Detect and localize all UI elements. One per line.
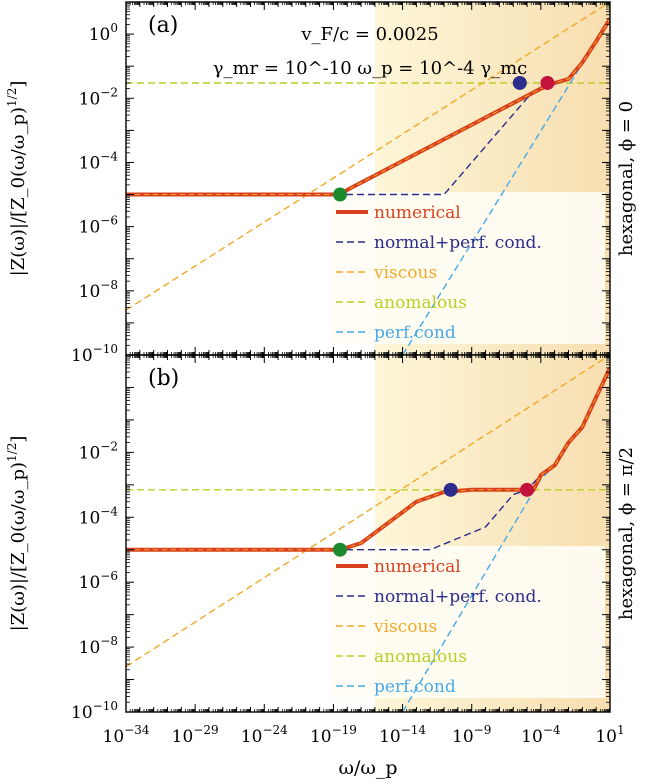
marker-point xyxy=(443,482,458,497)
side-label: hexagonal, ϕ = π/2 xyxy=(616,447,637,620)
x-axis-label: ω/ω_p xyxy=(338,757,397,779)
y-tick-label: 10−10 xyxy=(71,699,118,723)
y-tick-label: 10−6 xyxy=(79,214,118,238)
panel-label: (b) xyxy=(148,366,179,391)
legend-box xyxy=(330,546,605,698)
y-tick-label: 10−2 xyxy=(79,439,118,463)
series-line-viscous xyxy=(126,2,610,311)
panel-b: 10−10 10−8 10−6 10−4 10−2 10−34 10−29 10−24 10−1… xyxy=(5,354,637,779)
y-axis-label: |Z(ω)|/[Z_0(ω/ω_p)1/2] xyxy=(5,436,29,632)
y-tick-label: 10−4 xyxy=(79,149,119,173)
y-tick-label: 10−6 xyxy=(79,569,118,593)
legend-label: numerical xyxy=(374,557,461,577)
legend-label: anomalous xyxy=(374,647,467,667)
x-tick-label: 10−29 xyxy=(172,723,219,747)
annotation: v_F/c = 0.0025 xyxy=(300,24,438,45)
x-tick-label: 101 xyxy=(595,723,624,747)
x-tick-label: 10−14 xyxy=(379,723,426,747)
legend-label: numerical xyxy=(374,203,461,223)
legend-label: normal+perf. cond. xyxy=(374,587,542,607)
series-overlay xyxy=(126,18,610,195)
marker-point xyxy=(540,75,555,90)
legend-label: perf.cond xyxy=(374,323,456,343)
x-tick-label: 10−24 xyxy=(241,723,288,747)
y-tick-label: 100 xyxy=(89,21,118,45)
marker-point xyxy=(333,187,348,202)
plot-area xyxy=(126,2,610,355)
x-tick-label: 10−9 xyxy=(452,723,491,747)
x-tick-label: 10−19 xyxy=(310,723,357,747)
y-tick-label: 10−8 xyxy=(79,634,118,658)
annotation: γ_mr = 10^-10 ω_p = 10^-4 γ_mc xyxy=(213,58,528,79)
plot-area xyxy=(126,355,610,712)
legend-label: perf.cond xyxy=(374,677,456,697)
x-tick-label: 10−34 xyxy=(103,723,150,747)
series-line-viscous xyxy=(126,355,610,668)
panel-a: 10−10 10−8 10−6 10−4 10−2 100 (a) hexagonal, ϕ … xyxy=(5,1,637,366)
y-tick-label: 10−2 xyxy=(79,85,118,109)
x-tick-label: 10−4 xyxy=(521,723,561,747)
marker-point xyxy=(520,482,535,497)
y-tick-label: 10−10 xyxy=(71,342,118,366)
legend-label: normal+perf. cond. xyxy=(374,233,542,253)
y-axis-label: |Z(ω)|/[Z_0(ω/ω_p)1/2] xyxy=(5,81,29,277)
marker-point xyxy=(333,542,348,557)
legend-box xyxy=(330,192,605,344)
y-tick-label: 10−8 xyxy=(79,278,118,302)
y-tick-label: 10−4 xyxy=(79,504,119,528)
marker-point xyxy=(512,75,527,90)
legend-label: viscous xyxy=(373,617,437,637)
panel-label: (a) xyxy=(148,13,178,38)
side-label: hexagonal, ϕ = 0 xyxy=(616,101,637,256)
legend-label: anomalous xyxy=(374,293,467,313)
legend-label: viscous xyxy=(373,263,437,283)
